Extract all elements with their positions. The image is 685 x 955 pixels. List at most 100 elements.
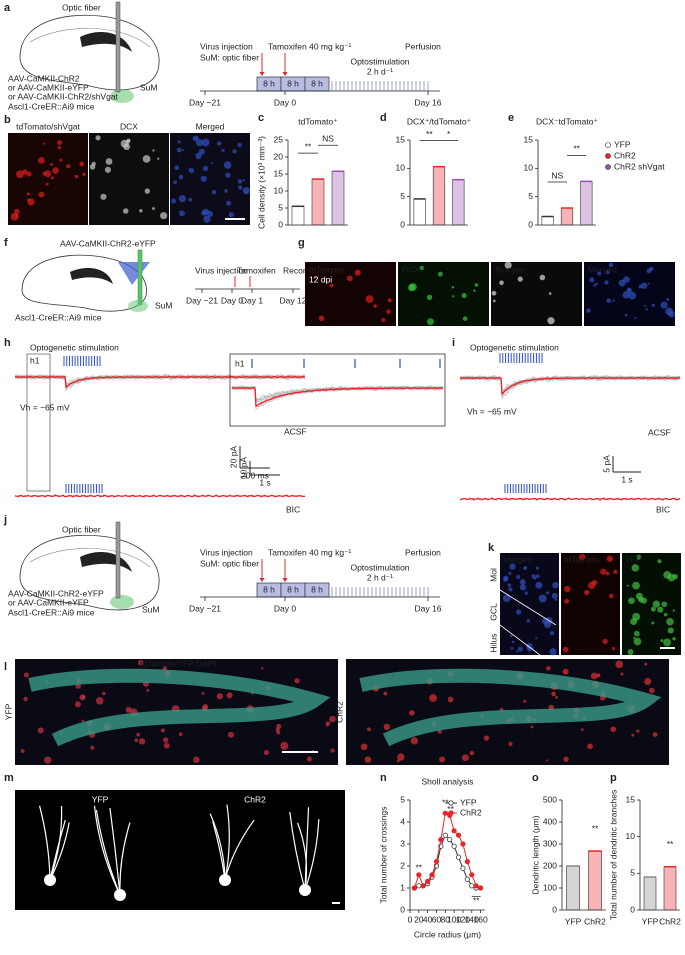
cell	[604, 280, 609, 285]
cell	[564, 585, 571, 593]
micrograph	[170, 133, 250, 225]
y-tick-label: 15	[274, 168, 284, 178]
block-label: 8 h	[263, 78, 275, 88]
image-title: DCX	[120, 121, 138, 131]
cell	[636, 554, 642, 560]
cell	[632, 612, 641, 621]
bar	[331, 170, 345, 226]
cell	[549, 648, 557, 656]
chart-title: tdTomato⁺	[298, 116, 338, 126]
cell	[551, 592, 558, 599]
cell	[396, 759, 400, 763]
panel-label: g	[298, 237, 305, 249]
block-label: 8 h	[263, 584, 275, 594]
cell	[74, 701, 81, 708]
virus-label: AAV-CaMKII-ChR2-eYFP	[8, 588, 104, 598]
cell	[45, 182, 49, 186]
cell	[597, 271, 602, 276]
y-tick-label: 3	[400, 838, 405, 848]
significance: **	[426, 129, 433, 139]
event-label: Tamoxifen 40 mg kg⁻¹	[268, 547, 352, 557]
cell	[426, 294, 433, 300]
event-label: SuM: optic fiber	[200, 558, 259, 568]
cell	[519, 579, 526, 585]
panel-label: l	[4, 661, 7, 673]
stim-label: Optostimulation	[350, 562, 409, 572]
cell	[644, 677, 652, 686]
cell	[383, 691, 388, 696]
image-title: tdTomato/shVgat	[16, 121, 80, 131]
cell	[37, 727, 44, 734]
virus-label: AAV-CaMKII-ChR2-eYFP	[60, 238, 156, 248]
x-tick-label: YFP	[565, 916, 582, 926]
cell	[628, 597, 635, 605]
data-point	[433, 858, 440, 865]
dendrite	[109, 807, 121, 896]
cell	[562, 668, 569, 675]
layer-border	[499, 589, 557, 626]
y-tick-label: 500	[543, 794, 557, 804]
legend-marker	[448, 810, 454, 816]
cell	[294, 678, 300, 684]
trial-trace	[231, 385, 444, 403]
cell	[38, 191, 45, 198]
granule-layer	[359, 668, 662, 747]
panel-label: b	[4, 114, 11, 126]
image-title: Merged	[503, 554, 532, 564]
cell	[226, 200, 232, 206]
legend-label: YFP	[460, 797, 477, 807]
cell	[508, 571, 512, 575]
cell	[591, 579, 598, 586]
cell	[634, 316, 637, 320]
y-axis-label: Cell density (×10³ mm⁻³)	[256, 136, 266, 229]
cell	[665, 307, 673, 316]
cell	[593, 284, 596, 287]
cell	[580, 728, 584, 732]
cell	[381, 317, 386, 323]
micrograph	[15, 790, 345, 910]
block-label: 8 h	[287, 584, 299, 594]
condition-label: BIC	[656, 504, 670, 514]
cell	[605, 571, 610, 576]
x-tick-label: 0	[408, 914, 413, 924]
brain-outline	[21, 254, 147, 312]
cell	[182, 149, 185, 152]
cell	[27, 198, 35, 206]
cell	[509, 634, 513, 638]
bar	[432, 166, 446, 226]
cell	[429, 694, 437, 702]
x-tick-label: 80	[441, 914, 451, 924]
cell	[462, 316, 468, 321]
legend-marker	[605, 164, 611, 170]
event-label: Perfusion	[405, 547, 441, 557]
y-tick-label: 15	[524, 134, 534, 144]
cell	[136, 732, 140, 737]
holding-label: Vh = −65 mV	[467, 406, 517, 416]
mouse-label: Ascl1-CreER::Ai9 mice	[15, 312, 102, 322]
cell	[651, 621, 655, 625]
day-label: Day 1	[241, 295, 263, 305]
holding-label: Vh = −65 mV	[20, 402, 70, 412]
cell	[227, 731, 234, 738]
y-tick-label: 10	[626, 831, 636, 841]
image-title: DCX	[402, 264, 420, 274]
stim-site	[110, 89, 134, 103]
cell	[221, 148, 225, 153]
cell	[325, 721, 331, 726]
data-point	[455, 832, 462, 838]
cell	[452, 295, 455, 298]
bar	[580, 181, 593, 226]
cell	[223, 161, 232, 169]
cell	[102, 691, 106, 696]
arrow-head	[259, 72, 265, 76]
condition-label: ACSF	[284, 426, 307, 436]
cell	[318, 315, 325, 322]
dendrite	[119, 822, 131, 896]
significance: **	[305, 141, 312, 151]
cell	[410, 737, 418, 745]
cell	[563, 756, 569, 762]
cell	[626, 584, 629, 587]
cell	[123, 208, 129, 214]
condition-label: ACSF	[648, 427, 671, 437]
cell	[211, 189, 217, 195]
